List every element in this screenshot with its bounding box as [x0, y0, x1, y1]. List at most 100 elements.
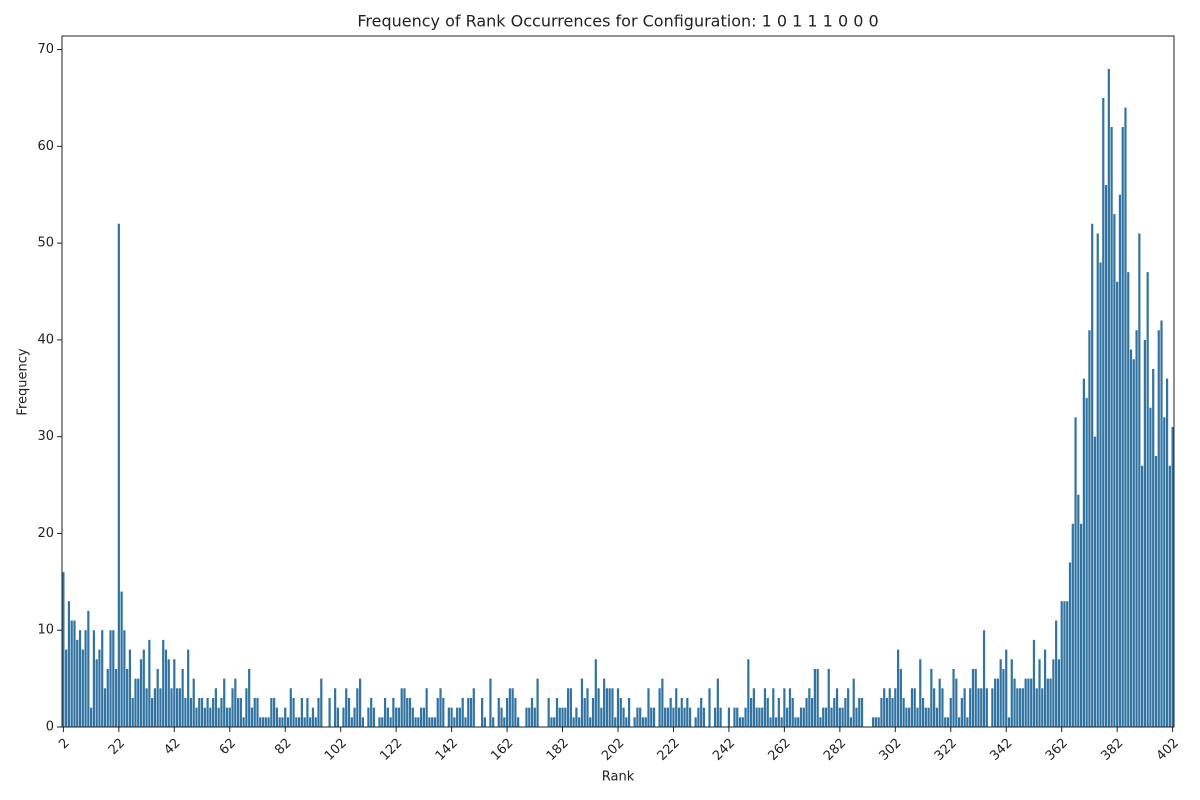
bar [910, 688, 914, 727]
bar [597, 688, 600, 727]
bar [1099, 262, 1102, 727]
bar [261, 717, 265, 727]
bar [90, 707, 93, 727]
bar [741, 717, 744, 727]
x-tick-label: 162 [488, 736, 516, 764]
bar [672, 707, 675, 727]
bar [164, 649, 168, 727]
bar [935, 707, 939, 727]
bar [858, 697, 861, 727]
bar [880, 697, 883, 727]
bar [1018, 688, 1022, 727]
bar [203, 707, 206, 727]
bar [852, 678, 855, 727]
bar [184, 697, 187, 727]
bar [1152, 368, 1155, 727]
bar [666, 707, 670, 727]
bar [536, 678, 539, 727]
bar [317, 697, 320, 727]
bar [289, 688, 292, 727]
bar [974, 668, 977, 727]
bar [439, 688, 442, 727]
bar [769, 717, 772, 727]
bar [569, 688, 572, 727]
bar [558, 707, 561, 727]
bar [955, 678, 958, 727]
x-tick-label: 242 [710, 736, 738, 764]
bar [1129, 349, 1133, 727]
bar [1141, 465, 1144, 727]
bar [231, 688, 234, 727]
bar [256, 697, 259, 727]
bar [694, 717, 697, 727]
bar [128, 649, 132, 727]
bar [1030, 678, 1033, 727]
x-tick-label: 262 [766, 736, 794, 764]
bar [686, 697, 689, 727]
bar [103, 688, 107, 727]
bar [1154, 456, 1158, 727]
bar [1046, 678, 1049, 727]
bar [835, 688, 839, 727]
bar [433, 717, 437, 727]
bar [1138, 233, 1141, 727]
bar [1085, 397, 1088, 727]
bar [1088, 330, 1091, 727]
bar [583, 697, 586, 727]
bar [564, 707, 567, 727]
bar [417, 717, 420, 727]
bar [505, 697, 509, 727]
bar [1038, 659, 1041, 727]
x-tick-label: 122 [377, 736, 405, 764]
bar [153, 688, 157, 727]
bar [145, 688, 148, 727]
bar [442, 697, 445, 727]
bar [716, 678, 719, 727]
bar [977, 688, 980, 727]
bar [1060, 601, 1063, 727]
bar [134, 678, 137, 727]
bar [281, 717, 284, 727]
bar [600, 707, 603, 727]
bar [797, 717, 800, 727]
bar [566, 688, 570, 727]
bar [278, 717, 281, 727]
bar [999, 659, 1002, 727]
bar [403, 688, 406, 727]
bar [636, 707, 639, 727]
bar [727, 707, 731, 727]
bar [896, 649, 900, 727]
bar [1057, 659, 1061, 727]
bar [87, 610, 90, 727]
bar [658, 688, 661, 727]
bar [816, 668, 819, 727]
bar [1041, 688, 1044, 727]
y-tick-label: 10 [37, 623, 54, 638]
bar [1005, 649, 1008, 727]
bar [1149, 407, 1152, 727]
bar [395, 707, 398, 727]
bar [458, 707, 462, 727]
bar [633, 717, 636, 727]
bar [996, 678, 1000, 727]
bar [306, 697, 309, 727]
y-axis-label: Frequency [16, 348, 31, 415]
bar [137, 678, 140, 727]
bar [101, 630, 104, 727]
bar [159, 688, 162, 727]
bar [1171, 426, 1174, 727]
bar [1024, 678, 1027, 727]
bar [1049, 678, 1052, 727]
bar [400, 688, 403, 727]
x-tick-label: 202 [599, 736, 627, 764]
bar [824, 707, 828, 727]
bar [1077, 494, 1080, 727]
bar [381, 717, 384, 727]
bar [386, 707, 389, 727]
bar [131, 697, 134, 727]
bar [930, 668, 933, 727]
bar [234, 678, 237, 727]
bar [1107, 68, 1110, 727]
bar [1160, 320, 1163, 727]
bar [772, 688, 775, 727]
